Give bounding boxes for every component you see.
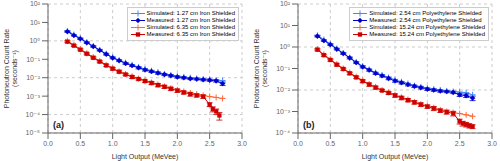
svg-text:10⁰: 10⁰ [279,43,290,50]
svg-text:10⁻³: 10⁻³ [276,108,290,115]
svg-text:1.0: 1.0 [358,140,368,147]
html-text:Measured: 1.27 cm Iron Shielde: Measured: 1.27 cm Iron Shielded [146,17,235,23]
svg-text:0.5: 0.5 [325,140,335,147]
svg-text:0.0: 0.0 [43,140,53,147]
svg-text:10⁻¹: 10⁻¹ [26,56,40,63]
html-text:Measured: 15.24 cm Polyethylen: Measured: 15.24 cm Polyethylene Shielded [369,31,485,37]
html-text:Simulated: 15.24 cm Polyethyle: Simulated: 15.24 cm Polyethylene Shielde… [369,24,485,30]
svg-text:1.5: 1.5 [390,140,400,147]
svg-text:1.5: 1.5 [140,140,150,147]
svg-text:Photoneutron Count Rate(second: Photoneutron Count Rate(seconds⁻¹) [253,29,269,108]
svg-text:Light Output (MeVee): Light Output (MeVee) [112,153,179,161]
svg-text:2.0: 2.0 [422,140,432,147]
svg-text:10¹: 10¹ [30,19,41,26]
html-text:Simulated: 1.27 cm Iron Shield: Simulated: 1.27 cm Iron Shielded [146,10,235,16]
svg-text:10⁻¹: 10⁻¹ [276,65,290,72]
svg-text:0.5: 0.5 [75,140,85,147]
html-text:Simulated: 2.54 cm Polyethylen: Simulated: 2.54 cm Polyethylene Shielded [369,10,482,16]
svg-text:2.5: 2.5 [205,140,215,147]
svg-text:2.0: 2.0 [172,140,182,147]
svg-text:10⁻⁵: 10⁻⁵ [26,129,40,136]
svg-text:Light Output (MeVee): Light Output (MeVee) [362,153,429,161]
svg-text:1.0: 1.0 [108,140,118,147]
svg-text:10⁻⁴: 10⁻⁴ [276,129,291,136]
svg-text:10⁻³: 10⁻³ [26,93,40,100]
svg-text:10²: 10² [30,0,41,7]
svg-text:10¹: 10¹ [280,22,291,29]
svg-text:10⁰: 10⁰ [29,37,40,44]
svg-text:3.0: 3.0 [237,140,247,147]
html-text:(a): (a) [53,120,64,130]
html-text:Simulated: 6.35 cm Iron Shield: Simulated: 6.35 cm Iron Shielded [146,24,235,30]
svg-text:10⁻⁴: 10⁻⁴ [26,111,41,118]
svg-text:Photoneutron Count Rate(second: Photoneutron Count Rate(seconds⁻¹) [8,29,19,108]
html-text:(b): (b) [303,120,315,130]
svg-text:10⁻²: 10⁻² [26,74,40,81]
svg-text:0.0: 0.0 [293,140,303,147]
svg-text:2.5: 2.5 [455,140,465,147]
html-text:Measured: 6.35 cm Iron Shielde: Measured: 6.35 cm Iron Shielded [146,31,235,37]
html-text:Measured: 2.54 cm Polyethylene: Measured: 2.54 cm Polyethylene Shielded [369,17,482,23]
svg-text:3.0: 3.0 [487,140,492,147]
svg-text:10⁻²: 10⁻² [276,86,290,93]
svg-text:10²: 10² [280,0,291,7]
